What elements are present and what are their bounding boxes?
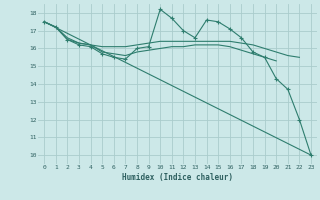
X-axis label: Humidex (Indice chaleur): Humidex (Indice chaleur) xyxy=(122,173,233,182)
